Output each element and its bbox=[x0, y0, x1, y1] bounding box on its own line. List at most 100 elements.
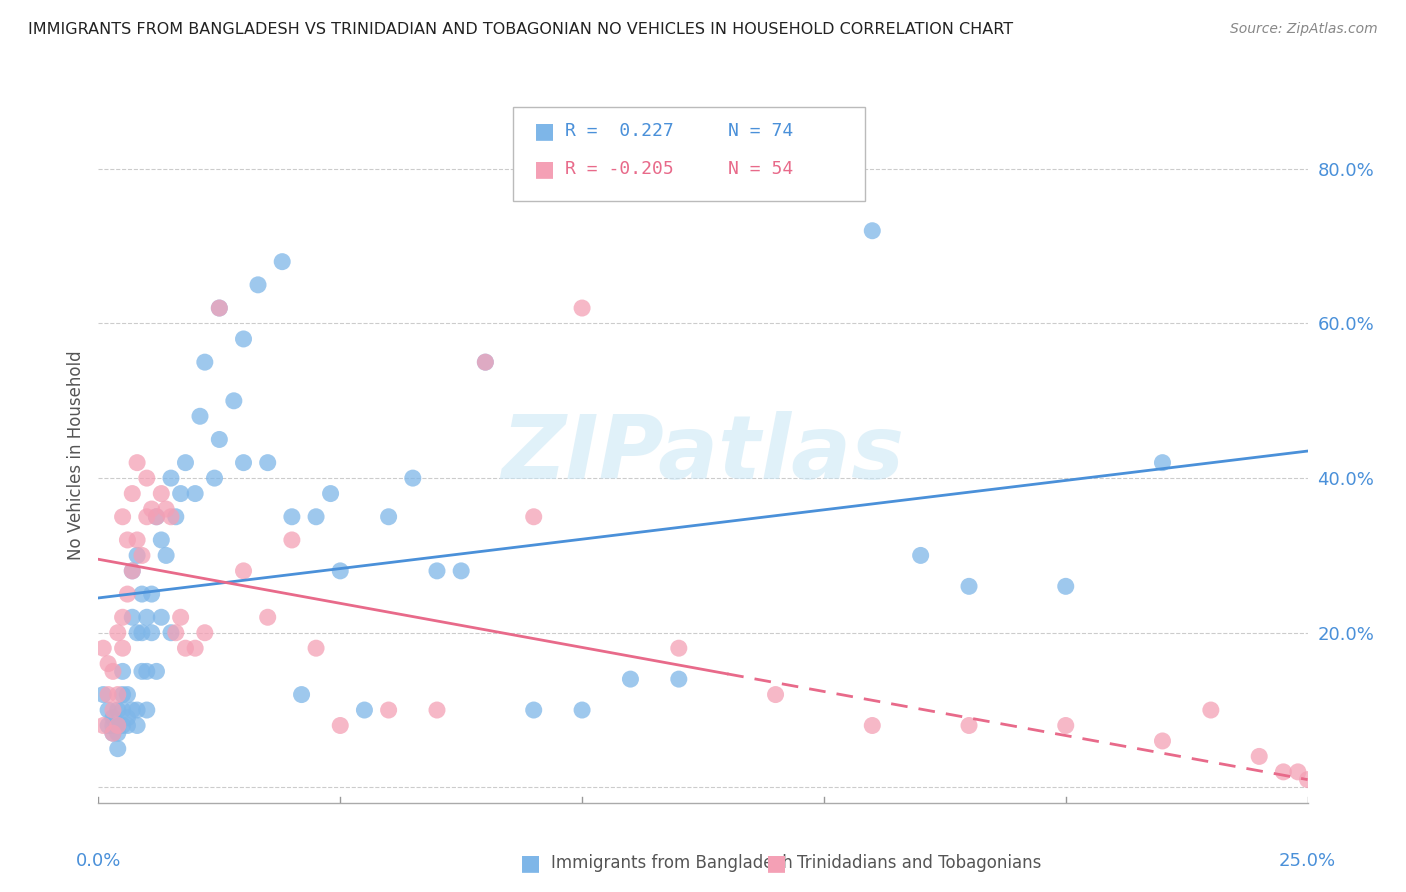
Point bbox=[377, 703, 399, 717]
Point bbox=[256, 610, 278, 624]
Point bbox=[127, 718, 149, 732]
Point bbox=[353, 703, 375, 717]
Point bbox=[402, 471, 425, 485]
Point bbox=[174, 641, 197, 656]
Point bbox=[860, 718, 883, 732]
Point bbox=[165, 625, 187, 640]
Point bbox=[127, 456, 149, 470]
Point bbox=[281, 533, 304, 547]
Point bbox=[204, 471, 226, 485]
Point bbox=[111, 610, 134, 624]
Point bbox=[111, 641, 134, 656]
Point bbox=[107, 625, 129, 640]
Point bbox=[155, 502, 177, 516]
Point bbox=[174, 456, 197, 470]
Text: ■: ■ bbox=[534, 121, 555, 141]
Point bbox=[765, 688, 787, 702]
Point bbox=[131, 587, 153, 601]
Text: R = -0.205: R = -0.205 bbox=[565, 161, 673, 178]
Point bbox=[160, 625, 183, 640]
Text: IMMIGRANTS FROM BANGLADESH VS TRINIDADIAN AND TOBAGONIAN NO VEHICLES IN HOUSEHOL: IMMIGRANTS FROM BANGLADESH VS TRINIDADIA… bbox=[28, 22, 1014, 37]
Point bbox=[571, 301, 593, 315]
Point bbox=[150, 533, 173, 547]
Point bbox=[1152, 456, 1174, 470]
Point bbox=[101, 726, 124, 740]
Text: Trinidadians and Tobagonians: Trinidadians and Tobagonians bbox=[797, 855, 1042, 872]
Point bbox=[97, 688, 120, 702]
Point bbox=[121, 703, 143, 717]
Point bbox=[281, 509, 304, 524]
Point bbox=[184, 486, 207, 500]
Point bbox=[1199, 703, 1222, 717]
Point bbox=[127, 549, 149, 563]
Point bbox=[377, 509, 399, 524]
Point bbox=[160, 509, 183, 524]
Point bbox=[141, 625, 163, 640]
Text: ZIPatlas: ZIPatlas bbox=[502, 411, 904, 499]
Point bbox=[141, 502, 163, 516]
Point bbox=[127, 703, 149, 717]
Point bbox=[121, 564, 143, 578]
Point bbox=[117, 711, 139, 725]
Point bbox=[107, 718, 129, 732]
Point bbox=[111, 509, 134, 524]
Point bbox=[256, 456, 278, 470]
Point bbox=[145, 509, 167, 524]
Point bbox=[107, 703, 129, 717]
Point bbox=[107, 741, 129, 756]
Point bbox=[668, 672, 690, 686]
Point bbox=[101, 703, 124, 717]
Point bbox=[232, 456, 254, 470]
Point bbox=[135, 703, 157, 717]
Point bbox=[208, 433, 231, 447]
Point bbox=[426, 703, 449, 717]
Point bbox=[194, 625, 217, 640]
Point bbox=[319, 486, 342, 500]
Point bbox=[194, 355, 217, 369]
Point bbox=[131, 665, 153, 679]
Point bbox=[117, 688, 139, 702]
Point bbox=[247, 277, 270, 292]
Point bbox=[150, 610, 173, 624]
Text: Source: ZipAtlas.com: Source: ZipAtlas.com bbox=[1230, 22, 1378, 37]
Text: ■: ■ bbox=[520, 854, 541, 873]
Point bbox=[571, 703, 593, 717]
Point bbox=[305, 509, 328, 524]
Text: ■: ■ bbox=[766, 854, 787, 873]
Point bbox=[107, 688, 129, 702]
Point bbox=[271, 254, 294, 268]
Point bbox=[101, 718, 124, 732]
Point bbox=[523, 703, 546, 717]
Point bbox=[232, 564, 254, 578]
Point bbox=[135, 509, 157, 524]
Text: 0.0%: 0.0% bbox=[76, 852, 121, 870]
Point bbox=[184, 641, 207, 656]
Point bbox=[305, 641, 328, 656]
Point bbox=[1296, 772, 1319, 787]
Y-axis label: No Vehicles in Household: No Vehicles in Household bbox=[66, 350, 84, 560]
Text: Immigrants from Bangladesh: Immigrants from Bangladesh bbox=[551, 855, 793, 872]
Point bbox=[169, 486, 191, 500]
Point bbox=[131, 549, 153, 563]
Point bbox=[1152, 734, 1174, 748]
Point bbox=[1054, 718, 1077, 732]
Point bbox=[1249, 749, 1271, 764]
Point bbox=[1054, 579, 1077, 593]
Point bbox=[474, 355, 496, 369]
Text: N = 74: N = 74 bbox=[728, 122, 793, 140]
Point bbox=[208, 301, 231, 315]
Point bbox=[101, 665, 124, 679]
Point bbox=[145, 509, 167, 524]
Text: ■: ■ bbox=[534, 160, 555, 179]
Point bbox=[150, 486, 173, 500]
Text: 25.0%: 25.0% bbox=[1279, 852, 1336, 870]
Point bbox=[165, 509, 187, 524]
Point bbox=[860, 224, 883, 238]
Point bbox=[426, 564, 449, 578]
Point bbox=[127, 533, 149, 547]
Point bbox=[290, 688, 312, 702]
Point bbox=[957, 718, 980, 732]
Point bbox=[135, 610, 157, 624]
Point bbox=[160, 471, 183, 485]
Point bbox=[668, 641, 690, 656]
